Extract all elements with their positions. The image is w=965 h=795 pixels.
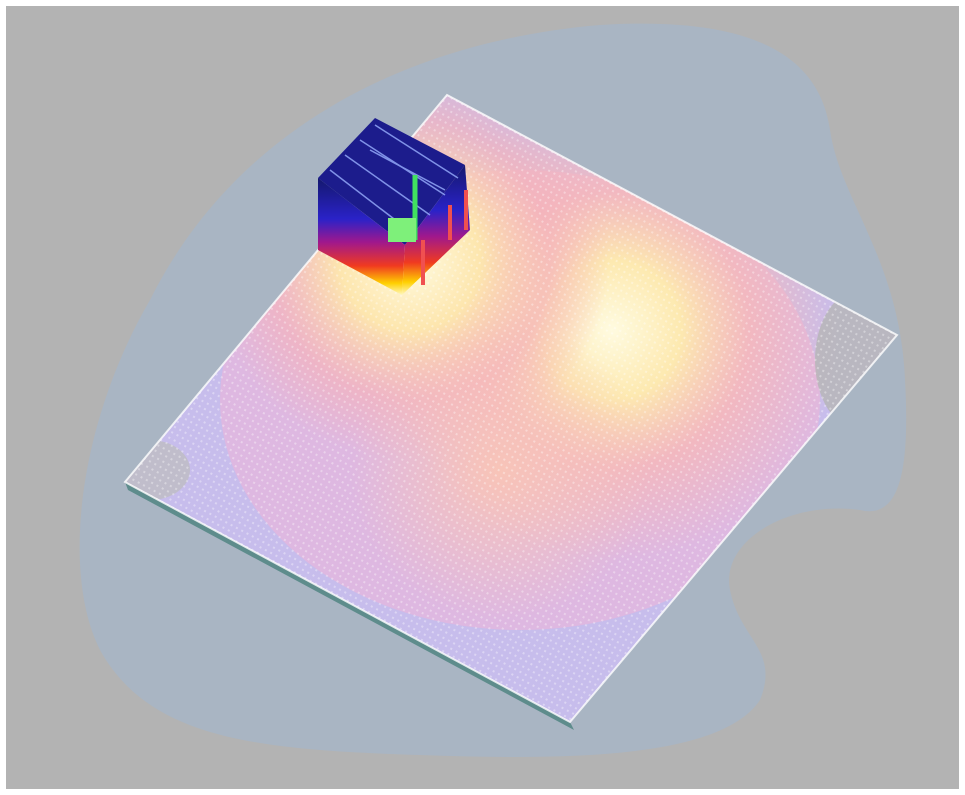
box-front — [318, 178, 405, 295]
heatmap-surface — [125, 95, 897, 722]
marker — [388, 218, 416, 242]
surface-texture — [125, 95, 897, 722]
plane-edge — [125, 482, 574, 730]
red-legs — [421, 190, 468, 285]
plane-outline — [123, 93, 899, 724]
source-box — [318, 118, 470, 295]
box-side — [402, 165, 470, 295]
